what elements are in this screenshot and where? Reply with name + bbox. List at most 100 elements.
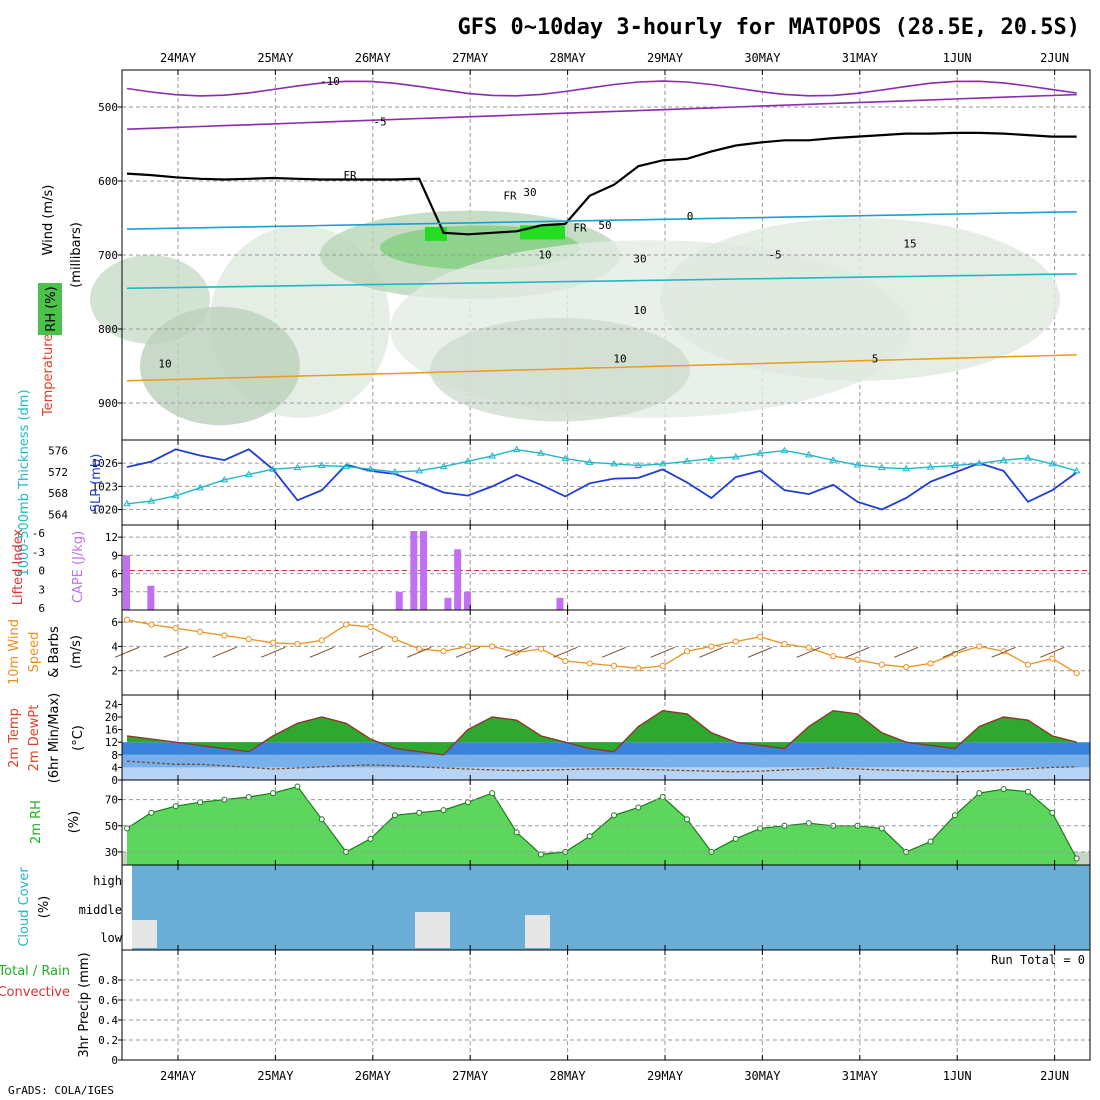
y-tick-label: 0.8: [98, 974, 118, 987]
cloud-level-label: middle: [79, 903, 122, 917]
cape-bar: [463, 591, 471, 610]
thickness-marker: [488, 451, 497, 459]
thickness-tick-label: 576: [48, 445, 68, 458]
wind-barb: [407, 646, 432, 658]
wind-barb: [796, 646, 821, 658]
wind-speed-point: [610, 662, 618, 669]
lifted-index-tick-label: 0: [38, 565, 45, 578]
y-tick-label: 3: [111, 586, 118, 599]
y-tick-label: 12: [105, 531, 118, 544]
upper-air-ylabels: Wind (m/s)Temperature (°C)RH (%)(milliba…: [38, 185, 84, 417]
thickness-marker: [1048, 459, 1057, 467]
rh-point: [197, 799, 204, 806]
temperature-contour: [126, 80, 1077, 97]
ylabel-cape: CAPE (J/kg): [71, 531, 86, 603]
rh-point: [635, 804, 642, 811]
date-label-top: 1JUN: [943, 51, 972, 65]
wind-speed-point: [708, 643, 715, 650]
y-tick-label: 2: [111, 665, 118, 678]
ylabel-wind: Wind (m/s): [41, 185, 56, 256]
thickness-marker: [147, 497, 156, 504]
thickness-marker: [975, 459, 984, 466]
date-label-bottom: 25MAY: [257, 1069, 294, 1083]
wind-speed-point: [343, 621, 350, 628]
wind-barb: [747, 646, 773, 658]
thickness-tick-label: 564: [48, 508, 68, 521]
freezing-level-line: [126, 131, 1077, 236]
y-tick-label: 9: [111, 549, 118, 562]
panel-upper_air: 500 600 700 800 900 -10 -5 FR FR FR 30 50 10 30 0 -5 10 1…: [38, 69, 1091, 441]
lifted-index-tick-label: 3: [38, 583, 45, 596]
y-tick-label: 24: [105, 698, 119, 711]
rh-shading: [140, 306, 300, 426]
rh-point: [586, 833, 593, 840]
wind-barb: [455, 646, 481, 658]
rh-point: [757, 825, 764, 832]
wind-speed-point: [391, 636, 398, 643]
thickness-marker: [342, 462, 351, 470]
thickness-marker: [756, 449, 764, 456]
temperature-contour: [126, 354, 1077, 382]
rh-point: [1073, 855, 1080, 862]
rh-point: [537, 851, 544, 858]
cape-bar: [123, 555, 130, 610]
wind-barb: [163, 646, 188, 658]
cape-bar: [444, 597, 452, 610]
wind-speed-point: [221, 632, 228, 639]
wind-barb: [894, 646, 919, 658]
cape-bar: [454, 549, 462, 610]
rh-point: [172, 803, 179, 810]
thickness-marker: [415, 466, 424, 474]
rh-legend-swatch: [38, 283, 62, 335]
cloud-level-label: low: [100, 931, 122, 945]
wind-barb: [260, 646, 286, 658]
thickness-marker: [902, 464, 911, 472]
panel-cloud: high middle low Cloud Cover (%): [17, 864, 1091, 951]
contour-label: 50: [598, 219, 611, 232]
slp-line: [126, 448, 1078, 511]
thickness-marker: [877, 463, 886, 471]
rh-point: [464, 799, 471, 806]
y-tick-label: 0.2: [98, 1034, 118, 1047]
cape-bar: [420, 531, 428, 610]
dewpoint-line: [126, 760, 1077, 773]
date-label-top: 24MAY: [160, 51, 197, 65]
contour-label: 10: [158, 357, 171, 370]
wind-barb: [504, 646, 529, 658]
rh-high-core: [520, 225, 565, 240]
thickness-marker: [829, 456, 838, 463]
date-label-bottom: 31MAY: [842, 1069, 879, 1083]
rh-shading: [660, 218, 1060, 381]
temp-band: [122, 767, 1090, 780]
contour-label: -10: [320, 75, 340, 88]
y-tick-label: 12: [105, 736, 118, 749]
cape-bar: [410, 531, 418, 610]
y-tick-label: 0: [111, 1054, 118, 1067]
wind-barb: [650, 646, 675, 658]
cape-bar: [556, 597, 564, 610]
rh-point: [1049, 809, 1056, 816]
thickness-marker: [439, 462, 448, 470]
contour-label: 0: [687, 210, 694, 223]
wind-speed-point: [732, 638, 739, 645]
date-axis-bottom: 24MAY 25MAY 26MAY 27MAY 28MAY 29MAY 30MAY 31MAY…: [160, 1069, 1069, 1083]
y-tick-label: 900: [98, 397, 118, 410]
y-tick-label: 50: [105, 820, 118, 833]
rh-point: [927, 838, 934, 845]
thickness-marker: [123, 499, 131, 507]
panel-border: [121, 439, 1091, 526]
ylabel-millibars: (millibars): [69, 222, 84, 288]
ylabel-cloud-unit: (%): [37, 896, 52, 919]
thickness-marker: [269, 465, 277, 472]
y-tick-label: 8: [111, 749, 118, 762]
run-total-label: Run Total = 0: [991, 953, 1085, 967]
contour-label: -5: [373, 116, 386, 129]
thickness-marker: [999, 456, 1008, 463]
rh-point: [391, 812, 398, 819]
wind-barb: [212, 646, 237, 658]
wind-speed-point: [196, 628, 204, 635]
date-axis-top: 24MAY 25MAY 26MAY 27MAY 28MAY 29MAY 30MAY 31MAY…: [160, 51, 1069, 65]
thickness-marker: [683, 457, 691, 464]
rh-point: [367, 835, 374, 842]
